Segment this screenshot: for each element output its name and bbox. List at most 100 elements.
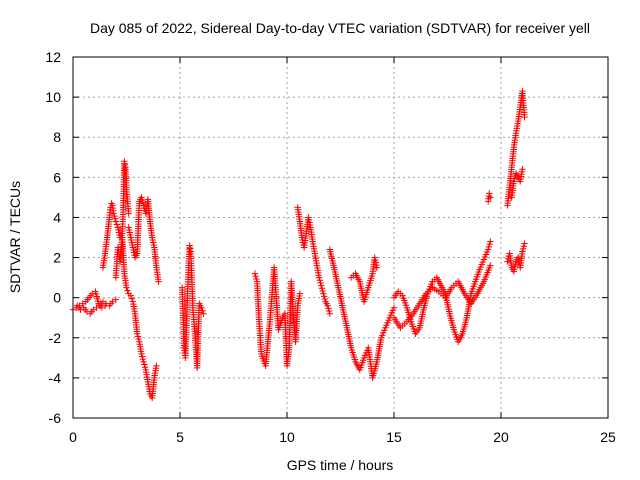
interpolated-point <box>317 279 324 287</box>
y-tick-label: 6 <box>53 169 61 185</box>
data-point <box>519 248 526 255</box>
data-point <box>486 190 493 197</box>
x-tick-label: 25 <box>600 429 616 445</box>
x-tick-label: 15 <box>386 429 402 445</box>
data-point <box>127 292 134 299</box>
series-segment-j <box>348 254 381 305</box>
series-segment-g <box>251 264 304 370</box>
interpolated-point <box>128 295 136 302</box>
data-point <box>326 310 333 317</box>
series-segment-b <box>74 296 119 317</box>
data-point <box>134 330 141 337</box>
y-tick-label: 0 <box>53 290 61 306</box>
interpolated-point <box>113 221 121 228</box>
interpolated-point <box>485 243 493 251</box>
data-point <box>487 238 494 245</box>
x-tick-label: 20 <box>493 429 509 445</box>
y-tick-label: 8 <box>53 129 61 145</box>
interpolated-point <box>321 295 329 303</box>
data-point <box>510 178 518 185</box>
x-tick-label: 10 <box>279 429 295 445</box>
y-tick-label: 2 <box>53 250 61 266</box>
interpolated-point <box>511 175 518 182</box>
data-point <box>315 274 323 281</box>
interpolated-point <box>318 285 326 292</box>
data-point <box>324 302 331 309</box>
chart-title: Day 085 of 2022, Sidereal Day-to-day VTE… <box>90 20 590 36</box>
interpolated-point <box>325 307 333 315</box>
interpolated-point <box>124 287 131 294</box>
data-point <box>138 194 145 201</box>
interpolated-point <box>520 242 528 250</box>
y-tick-label: 10 <box>45 89 61 105</box>
data-point <box>487 262 494 269</box>
y-tick-label: 12 <box>45 49 61 65</box>
data-point <box>140 202 147 209</box>
interpolated-point <box>141 363 149 371</box>
interpolated-point <box>139 355 147 363</box>
interpolated-point <box>252 273 259 280</box>
data-point <box>320 290 327 297</box>
y-tick-label: -2 <box>49 330 62 346</box>
interpolated-point <box>141 361 148 368</box>
data-point <box>318 282 325 289</box>
data-point <box>99 298 107 305</box>
interpolated-point <box>325 305 332 312</box>
plot-frame <box>72 56 609 419</box>
data-point <box>521 113 528 121</box>
data-point <box>138 350 145 358</box>
interpolated-point <box>486 240 493 248</box>
y-tick-labels: -6 -4 -2 0 2 4 6 8 10 12 <box>45 49 61 426</box>
series-segment-n <box>504 87 528 209</box>
data-point <box>296 290 304 297</box>
data-point <box>125 210 132 217</box>
interpolated-point <box>111 215 119 222</box>
data-point <box>153 362 160 370</box>
series-segment-c <box>99 158 132 271</box>
data-point <box>484 246 492 253</box>
x-axis-label: GPS time / hours <box>287 457 394 473</box>
data-point <box>186 242 193 249</box>
data-point <box>112 218 119 225</box>
interpolated-point <box>138 353 146 360</box>
data-point <box>390 304 398 311</box>
interpolated-point <box>134 333 142 340</box>
data-point <box>123 284 130 291</box>
data-point <box>251 270 259 277</box>
interpolated-point <box>253 275 260 283</box>
interpolated-point <box>320 293 328 300</box>
data-point <box>487 194 494 201</box>
data-point <box>198 304 205 311</box>
y-tick-label: 4 <box>53 209 61 225</box>
interpolated-point <box>199 307 206 314</box>
data-points <box>69 87 528 402</box>
series-segment-p <box>508 166 526 201</box>
interpolated-point <box>135 335 142 343</box>
interpolated-point <box>319 287 326 295</box>
data-point <box>112 296 119 303</box>
data-point <box>93 304 100 311</box>
interpolated-point <box>139 199 147 206</box>
data-point <box>79 300 86 307</box>
data-point <box>200 310 207 317</box>
interpolated-point <box>138 196 146 204</box>
data-point <box>109 298 116 305</box>
interpolated-point <box>519 245 527 253</box>
series-segment-e <box>125 194 162 285</box>
y-axis-label: SDTVAR / TECUs <box>7 181 23 293</box>
series-segment-l <box>390 262 494 331</box>
data-point <box>121 158 128 165</box>
data-point <box>519 166 526 173</box>
x-tick-label: 0 <box>69 429 77 445</box>
data-point <box>140 358 147 366</box>
data-point <box>373 264 381 271</box>
series-segment-d <box>112 234 160 402</box>
data-point <box>110 210 117 217</box>
x-tick-label: 5 <box>176 429 184 445</box>
interpolated-point <box>111 212 118 220</box>
series-segment-i <box>326 246 398 382</box>
interpolated-point <box>121 161 129 168</box>
x-tick-labels: 0 5 10 15 20 25 <box>69 429 616 445</box>
data-point <box>155 278 162 285</box>
interpolated-point <box>186 245 194 252</box>
